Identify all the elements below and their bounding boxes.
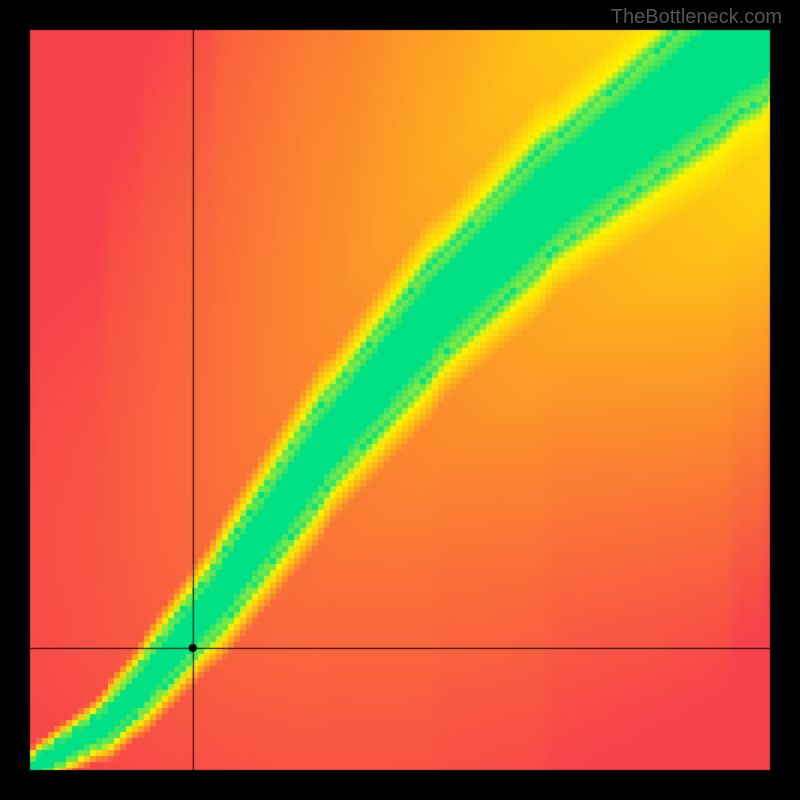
watermark-text: TheBottleneck.com	[611, 6, 782, 29]
chart-container: TheBottleneck.com	[0, 0, 800, 800]
heatmap-canvas	[0, 0, 800, 800]
